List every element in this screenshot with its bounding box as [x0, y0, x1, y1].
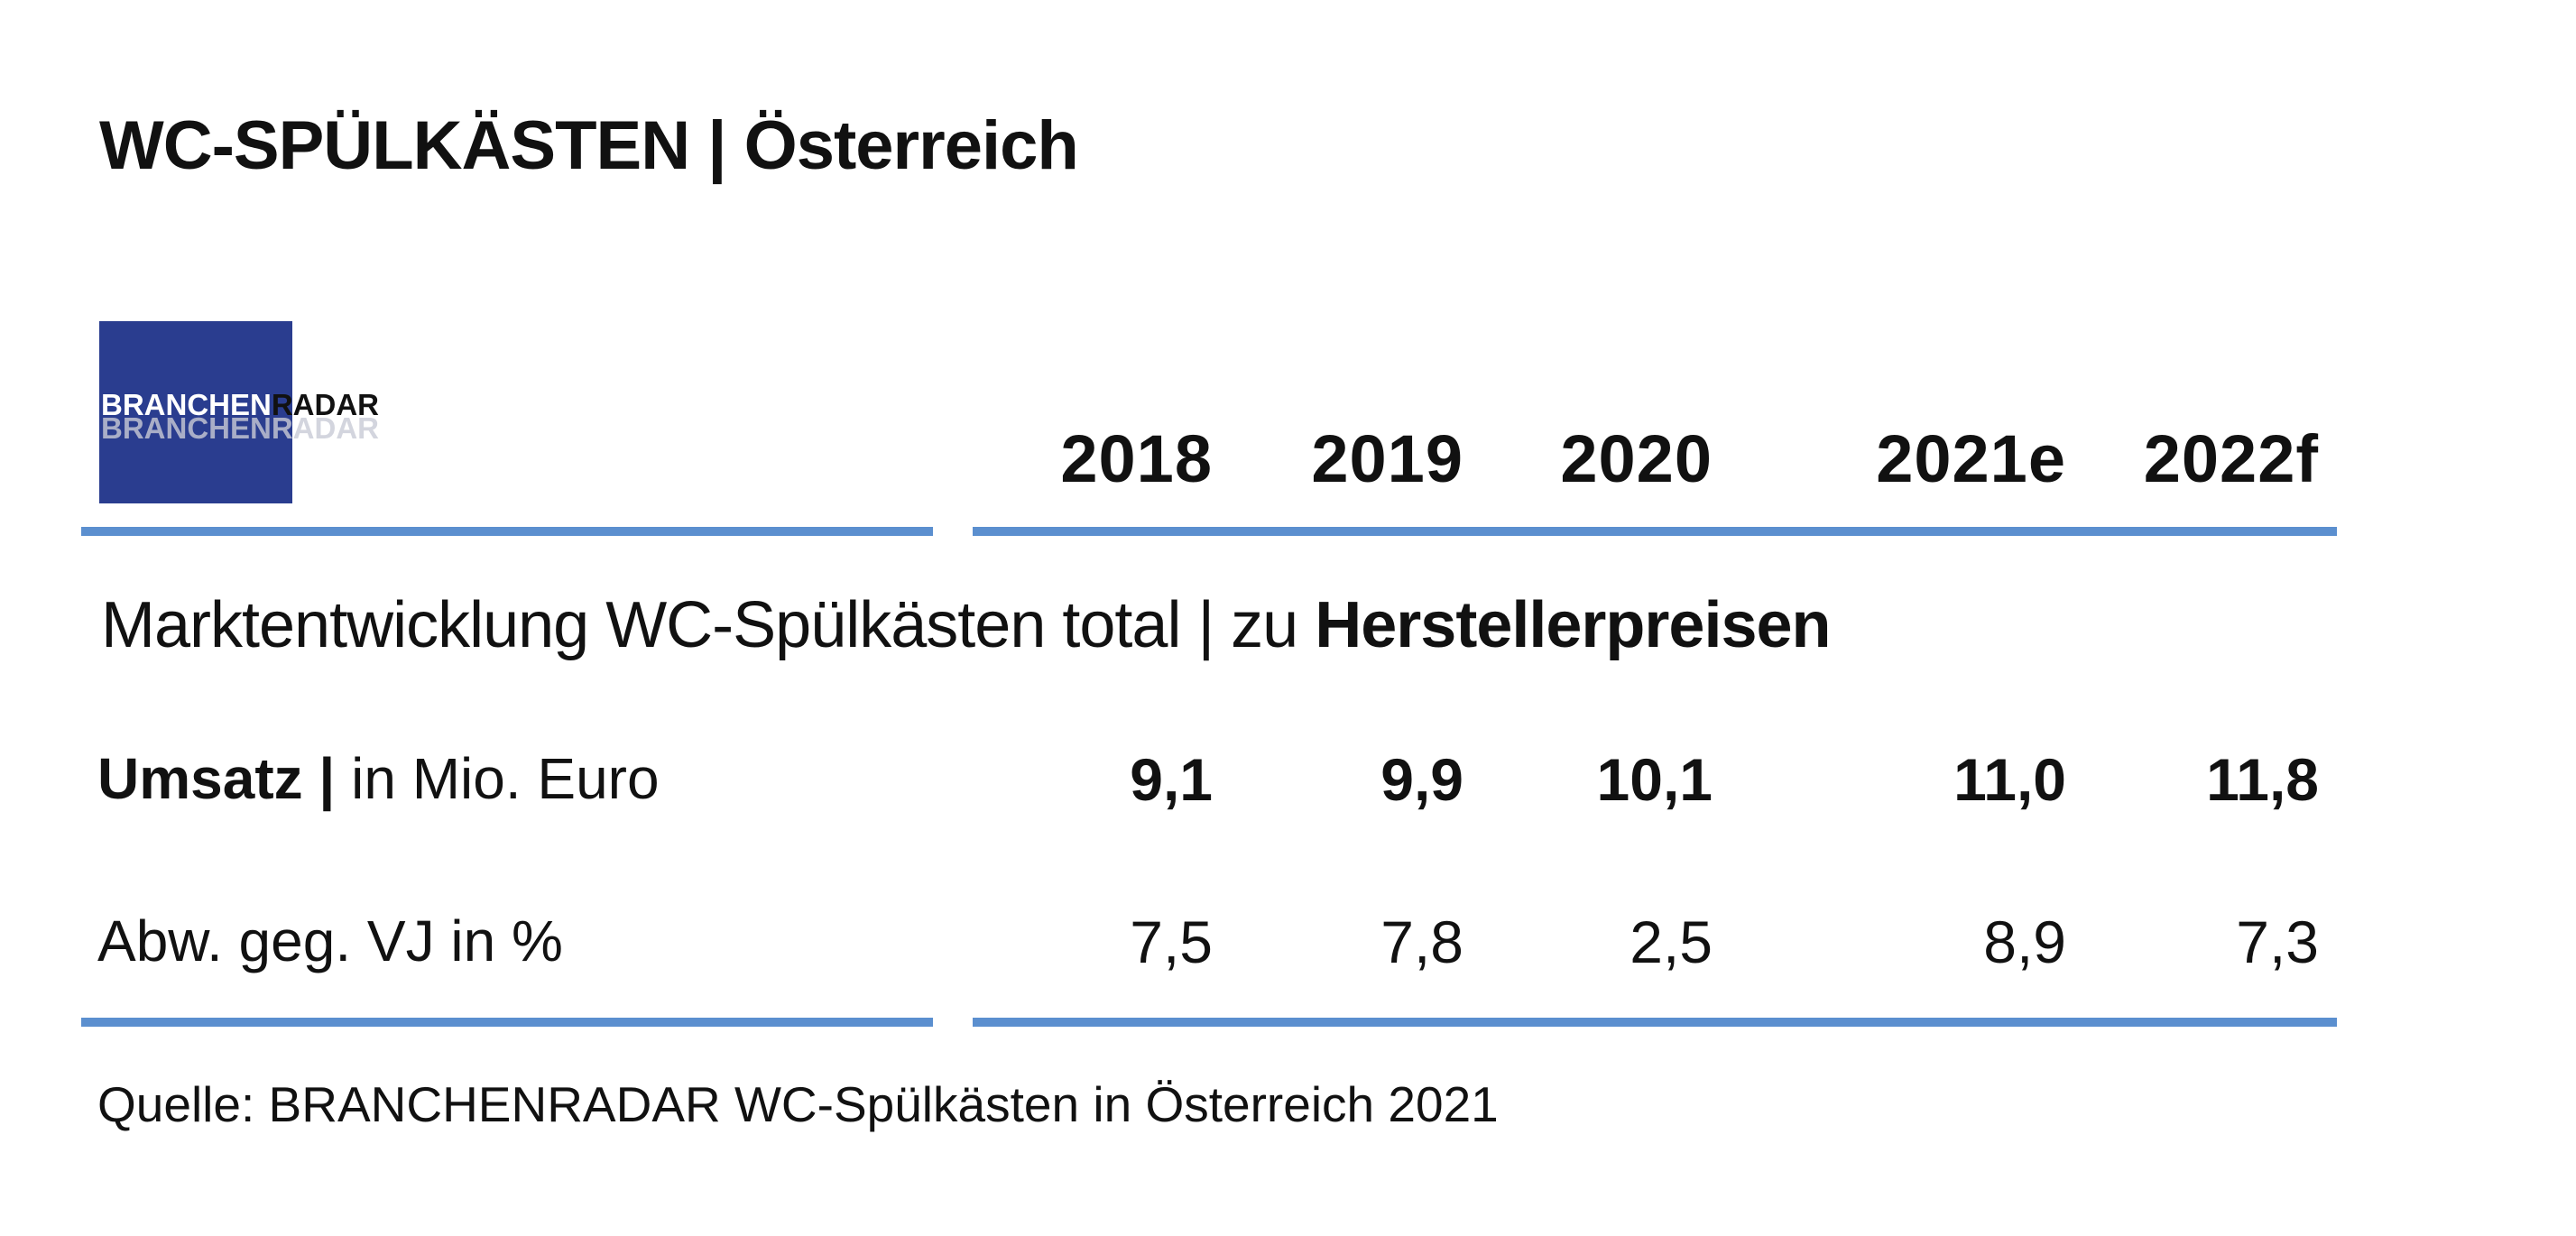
divider-top-right	[973, 527, 2337, 536]
cell-umsatz-2018: 9,1	[1130, 746, 1213, 813]
row-label-abweichung-rest: Abw. geg. VJ in %	[97, 909, 563, 973]
divider-bottom-right	[973, 1018, 2337, 1027]
cell-abweichung-2021e: 8,9	[1983, 909, 2066, 975]
title-main: WC-SPÜLKÄSTEN	[99, 107, 690, 184]
logo: BRANCHENRADAR	[101, 388, 379, 422]
column-header-2018: 2018	[1060, 421, 1213, 496]
title-separator: |	[689, 107, 744, 184]
title-region: Österreich	[743, 107, 1079, 184]
row-label-umsatz-bold: Umsatz |	[97, 746, 336, 811]
logo-part1: BRANCHEN	[101, 388, 272, 421]
cell-abweichung-2020: 2,5	[1630, 909, 1713, 975]
logo-shadow-part1: BRANCHEN	[101, 411, 272, 445]
source-note: Quelle: BRANCHENRADAR WC-Spülkästen in Ö…	[97, 1076, 1499, 1132]
divider-top-left	[81, 527, 933, 536]
column-header-2022f: 2022f	[2143, 421, 2319, 496]
row-label-umsatz: Umsatz | in Mio. Euro	[97, 745, 660, 812]
cell-umsatz-2020: 10,1	[1596, 746, 1713, 813]
column-header-2020: 2020	[1560, 421, 1713, 496]
cell-abweichung-2022f: 7,3	[2236, 909, 2319, 975]
section-heading-prefix: Marktentwicklung WC-Spülkästen total | z…	[101, 589, 1316, 661]
cell-abweichung-2018: 7,5	[1130, 909, 1213, 975]
logo-part2: RADAR	[271, 388, 380, 421]
logo-shadow: BRANCHENRADAR	[101, 411, 379, 446]
section-heading: Marktentwicklung WC-Spülkästen total | z…	[101, 588, 1832, 662]
cell-umsatz-2022f: 11,8	[2206, 746, 2319, 813]
row-label-umsatz-rest: in Mio. Euro	[335, 746, 660, 811]
row-label-abweichung: Abw. geg. VJ in %	[97, 908, 563, 974]
page-title: WC-SPÜLKÄSTEN | Österreich	[99, 106, 1079, 185]
logo-badge	[99, 321, 292, 503]
divider-bottom-left	[81, 1018, 933, 1027]
cell-umsatz-2019: 9,9	[1380, 746, 1463, 813]
cell-umsatz-2021e: 11,0	[1953, 746, 2066, 813]
column-header-2019: 2019	[1311, 421, 1463, 496]
cell-abweichung-2019: 7,8	[1380, 909, 1463, 975]
column-header-2021e: 2021e	[1876, 421, 2066, 496]
section-heading-bold: Herstellerpreisen	[1315, 589, 1831, 661]
logo-shadow-part2: RADAR	[271, 411, 380, 445]
